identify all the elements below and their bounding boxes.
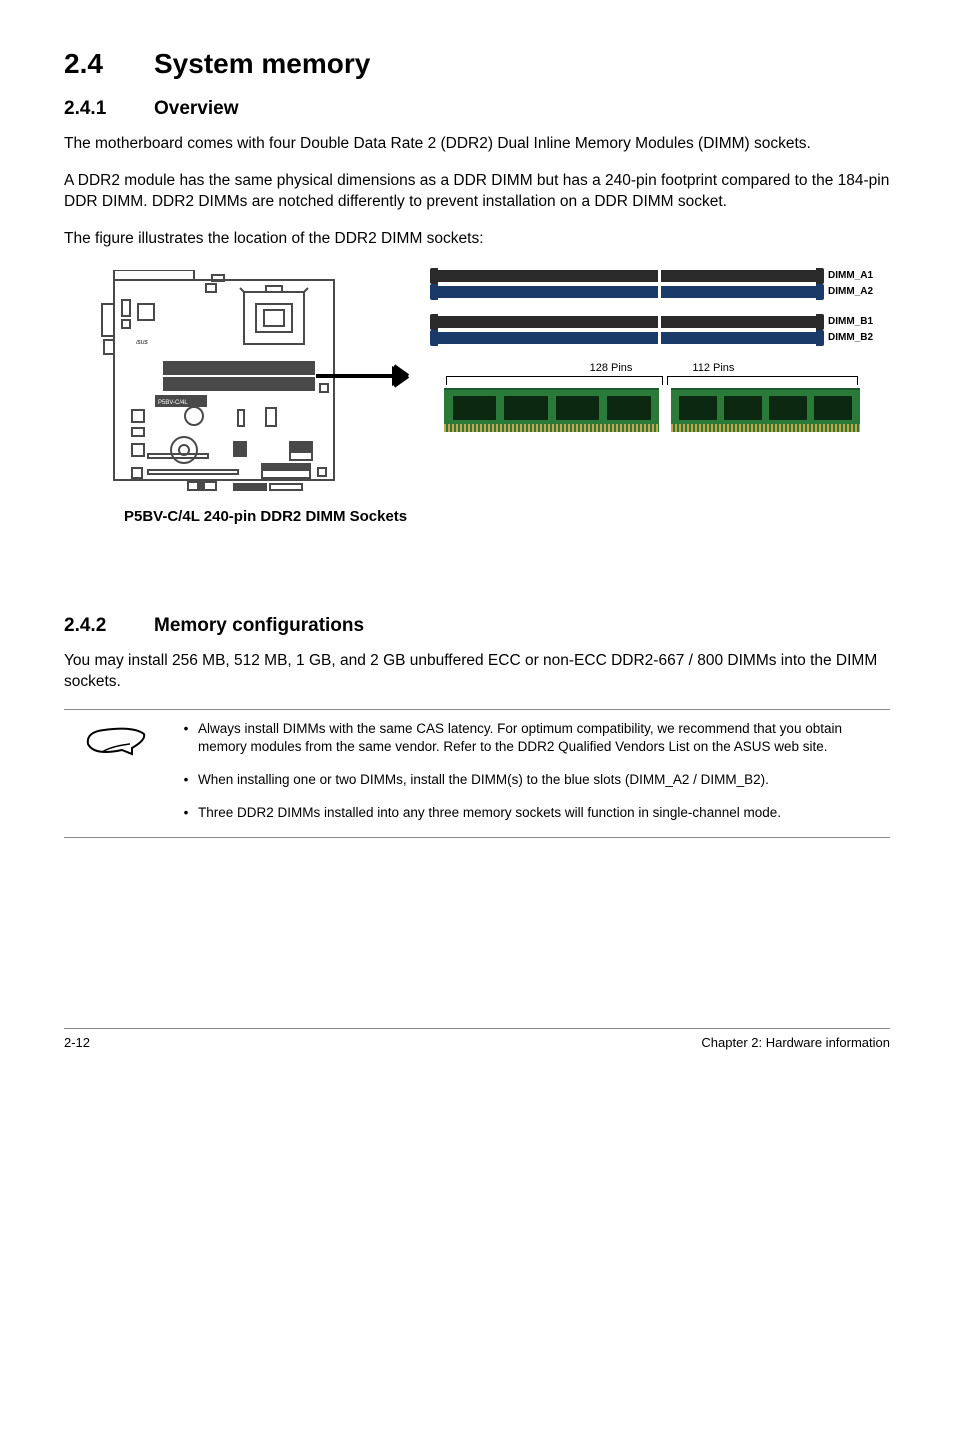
dimm-slot-b1 [434, 316, 820, 328]
section-title: 2.4System memory [64, 48, 890, 80]
dimm-label-b2: DIMM_B2 [828, 332, 890, 343]
pin-brackets [434, 376, 890, 384]
note-item: • Always install DIMMs with the same CAS… [174, 720, 880, 758]
subsection-title-text: Overview [154, 98, 239, 119]
note-text: Always install DIMMs with the same CAS l… [198, 720, 880, 758]
subsection-overview: 2.4.1Overview [64, 98, 890, 120]
dimm-slot-a1 [434, 270, 820, 282]
paragraph: You may install 256 MB, 512 MB, 1 GB, an… [64, 651, 890, 693]
note-callout: • Always install DIMMs with the same CAS… [64, 709, 890, 839]
note-item: • When installing one or two DIMMs, inst… [174, 771, 880, 790]
dimm-label-a1: DIMM_A1 [828, 270, 890, 281]
dimm-label-b1: DIMM_B1 [828, 316, 890, 327]
note-text: Three DDR2 DIMMs installed into any thre… [198, 804, 781, 823]
bullet: • [174, 804, 198, 823]
dimm-slot-a2 [434, 286, 820, 298]
pins-112-label: 112 Pins [692, 362, 734, 374]
dimm-slot-b2 [434, 332, 820, 344]
arrow-icon [316, 364, 426, 388]
figure-caption: P5BV-C/4L 240-pin DDR2 DIMM Sockets [124, 508, 890, 525]
paragraph: A DDR2 module has the same physical dime… [64, 171, 890, 213]
pins-128-label: 128 Pins [590, 362, 633, 374]
board-model-label: P5BV-C/4L [158, 400, 188, 406]
section-title-text: System memory [154, 48, 370, 79]
figure-dimm-sockets: P5BV-C/4L /SUS DIMM_A1 DIMM_A2 DIMM_B1 [94, 270, 890, 525]
paragraph: The motherboard comes with four Double D… [64, 134, 890, 155]
section-number: 2.4 [64, 48, 154, 80]
bullet: • [174, 720, 198, 758]
note-icon [64, 720, 174, 828]
page-footer: 2-12 Chapter 2: Hardware information [64, 1028, 890, 1050]
chapter-label: Chapter 2: Hardware information [701, 1035, 890, 1050]
note-item: • Three DDR2 DIMMs installed into any th… [174, 804, 880, 823]
note-text: When installing one or two DIMMs, instal… [198, 771, 769, 790]
memory-module-diagram [444, 388, 860, 432]
subsection-title-text: Memory configurations [154, 615, 364, 636]
bullet: • [174, 771, 198, 790]
motherboard-diagram: P5BV-C/4L /SUS [94, 270, 354, 500]
dimm-label-a2: DIMM_A2 [828, 286, 890, 297]
subsection-memory-config: 2.4.2Memory configurations [64, 615, 890, 637]
brand-mark: /SUS [135, 340, 148, 346]
page-number: 2-12 [64, 1035, 90, 1050]
subsection-number: 2.4.1 [64, 98, 154, 120]
subsection-number: 2.4.2 [64, 615, 154, 637]
paragraph: The figure illustrates the location of t… [64, 229, 890, 250]
